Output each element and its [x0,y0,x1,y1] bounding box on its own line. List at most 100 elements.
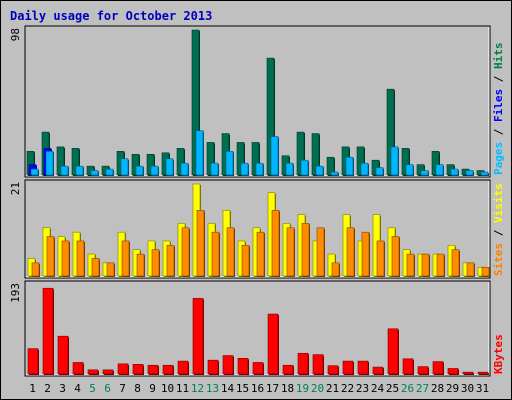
kbytes-bar-12 [192,298,204,375]
hits-bar-9 [146,153,155,176]
pages-bar-13 [210,162,219,176]
pages-bar-18 [285,162,294,176]
pages-bar-15 [240,162,249,176]
x-tick-label-9: 9 [149,382,156,395]
kbytes-bar-7 [117,363,129,375]
kbytes-bar-28 [432,361,444,375]
x-tick-label-19: 19 [296,382,309,395]
sites-bar-29 [451,249,460,277]
panel-hits-bars [26,29,489,176]
kbytes-bar-30 [462,371,474,375]
sites-bar-22 [346,227,355,277]
kbytes-bar-16 [252,362,264,375]
pages-bar-21 [330,171,339,176]
x-tick-label-22: 22 [341,382,354,395]
pages-bar-3 [60,165,69,176]
x-tick-label-31: 31 [476,382,489,395]
kbytes-bar-29 [447,368,459,375]
kbytes-bar-6 [102,369,114,375]
pages-bar-19 [300,159,309,176]
sites-bar-10 [166,245,175,277]
hits-bar-16 [251,142,260,176]
kbytes-bar-15 [237,358,249,375]
kbytes-bar-25 [387,328,399,375]
sites-bar-2 [46,236,55,277]
panel-kbytes-legend: KBytes [492,334,505,374]
pages-bar-5 [90,170,99,176]
kbytes-bar-21 [327,365,339,375]
sites-bar-14 [226,227,235,277]
hits-bar-26 [401,148,410,176]
sites-bar-13 [211,231,220,277]
pages-bar-7 [120,158,129,176]
sites-bar-3 [61,240,70,277]
sites-bar-24 [376,240,385,277]
sites-bar-18 [286,227,295,277]
panel-visits-bars [27,183,490,277]
pages-bar-8 [135,165,144,176]
x-tick-label-11: 11 [176,382,189,395]
kbytes-bar-31 [477,371,489,375]
panel-visits-legend: Sites / Visits [492,183,505,276]
panel-hits: 98 Pages / Files / Hits [9,25,505,178]
pages-bar-4 [75,165,84,176]
kbytes-bar-3 [57,335,69,375]
pages-bar-24 [375,167,384,176]
pages-bar-29 [450,168,459,176]
hits-bar-15 [236,142,245,176]
hits-bar-25 [386,88,395,176]
x-tick-label-24: 24 [371,382,385,395]
x-tick-label-29: 29 [446,382,459,395]
x-tick-label-23: 23 [356,382,369,395]
pages-bar-10 [165,158,174,176]
legend-entry-kbytes: KBytes [492,334,505,374]
pages-bar-22 [345,156,354,176]
chart-title: Daily usage for October 2013 [10,9,212,23]
pages-bar-20 [315,165,324,176]
x-tick-label-5: 5 [89,382,96,395]
sites-bar-26 [406,253,415,277]
x-tick-label-17: 17 [266,382,279,395]
pages-bar-31 [480,171,489,176]
kbytes-bar-4 [72,362,84,375]
kbytes-bar-24 [372,366,384,375]
x-tick-label-21: 21 [326,382,339,395]
x-tick-label-1: 1 [29,382,36,395]
x-tick-label-6: 6 [104,382,111,395]
panel-kbytes: 193 KBytes [9,280,505,377]
kbytes-bar-2 [42,287,54,375]
panel-visits: 21 Sites / Visits [9,179,505,279]
pages-bar-27 [420,170,429,176]
sites-bar-11 [181,227,190,277]
sites-bar-19 [301,223,310,277]
legend-entry-hits: Hits [492,43,505,70]
pages-bar-26 [405,164,414,176]
hits-bar-3 [56,146,65,176]
hits-bar-4 [71,148,80,176]
sites-bar-1 [31,262,40,277]
sites-bar-12 [196,209,205,277]
kbytes-bar-1 [27,348,39,375]
panel-kbytes-frame [24,280,491,377]
hits-bar-11 [176,148,185,176]
hits-bar-21 [326,156,335,176]
pages-bar-30 [465,170,474,176]
kbytes-bar-22 [342,360,354,375]
hits-bar-23 [356,146,365,176]
x-tick-label-10: 10 [161,382,174,395]
hits-bar-17 [266,57,275,176]
kbytes-bar-10 [162,364,174,375]
kbytes-bar-20 [312,354,324,375]
kbytes-bar-9 [147,364,159,375]
x-tick-label-12: 12 [191,382,204,395]
kbytes-bar-11 [177,360,189,375]
x-tick-label-7: 7 [119,382,126,395]
panels: 98 Pages / Files / Hits 21 Sites / Visits 19… [9,25,505,377]
sites-bar-7 [121,240,130,277]
x-tick-label-15: 15 [236,382,249,395]
pages-bar-11 [180,162,189,176]
panel-kbytes-ymax-label: 193 [9,283,22,303]
sites-bar-17 [271,209,280,277]
sites-bar-31 [481,266,490,277]
